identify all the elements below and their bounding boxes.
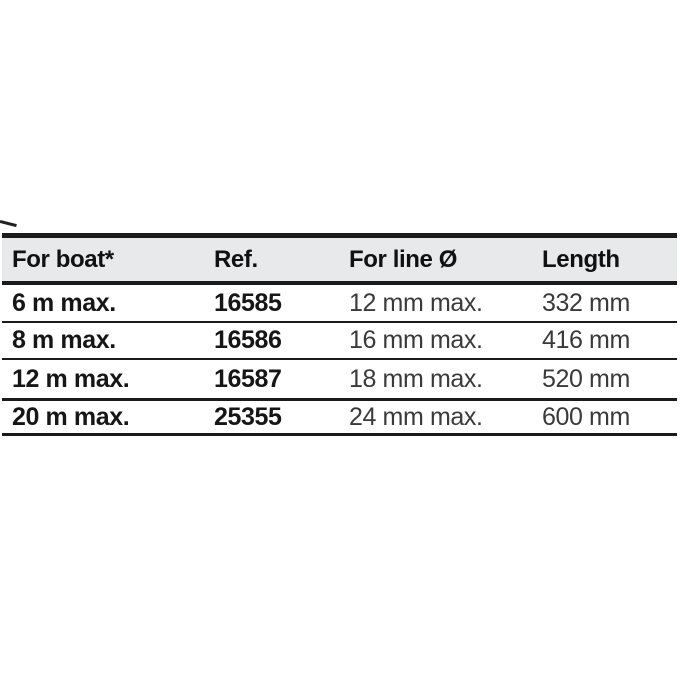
column-header-length: Length bbox=[542, 245, 620, 273]
line-diameter-cell: 18 mm max. bbox=[349, 364, 483, 393]
ref-number-cell: 16586 bbox=[214, 326, 282, 354]
length-cell: 600 mm bbox=[542, 402, 630, 431]
line-diameter-cell: 24 mm max. bbox=[349, 402, 483, 431]
boat-size-cell: 12 m max. bbox=[12, 364, 130, 393]
line-diameter-cell: 12 mm max. bbox=[349, 288, 483, 317]
length-cell: 520 mm bbox=[542, 364, 630, 393]
ref-number-cell: 16587 bbox=[214, 364, 282, 393]
column-header-for-line-diameter: For line Ø bbox=[349, 245, 458, 273]
ref-number-cell: 25355 bbox=[214, 402, 282, 431]
length-cell: 332 mm bbox=[542, 288, 630, 317]
page-frame-corner-mark bbox=[0, 220, 17, 228]
table-header-row: For boat* Ref. For line Ø Length bbox=[2, 233, 677, 285]
line-diameter-cell: 16 mm max. bbox=[349, 326, 483, 354]
column-header-for-boat: For boat* bbox=[12, 245, 114, 273]
column-header-ref: Ref. bbox=[214, 245, 258, 273]
ref-number-cell: 16585 bbox=[214, 288, 282, 317]
product-spec-table: For boat* Ref. For line Ø Length 6 m max… bbox=[0, 220, 677, 436]
table-row: 20 m max. 25355 24 mm max. 600 mm bbox=[2, 401, 677, 436]
boat-size-cell: 20 m max. bbox=[12, 402, 130, 431]
length-cell: 416 mm bbox=[542, 326, 630, 354]
boat-size-cell: 6 m max. bbox=[12, 288, 116, 317]
boat-size-cell: 8 m max. bbox=[12, 326, 116, 354]
table-row: 8 m max. 16586 16 mm max. 416 mm bbox=[2, 323, 677, 360]
table-row: 6 m max. 16585 12 mm max. 332 mm bbox=[2, 285, 677, 323]
table-row: 12 m max. 16587 18 mm max. 520 mm bbox=[2, 360, 677, 401]
